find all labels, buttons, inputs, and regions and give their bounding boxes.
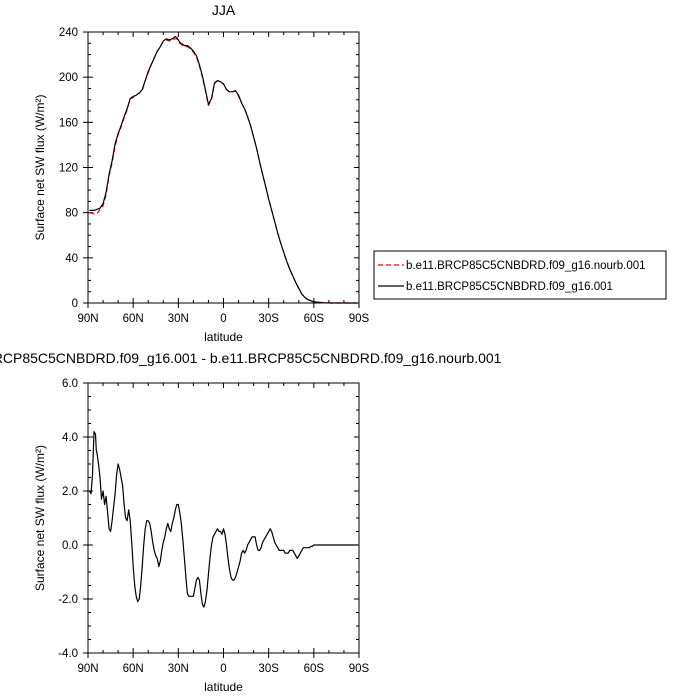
y-tick-label: 200 [59,72,78,84]
y-axis-label: Surface net SW flux (W/m²) [33,445,47,591]
x-tick-label: 90N [77,663,98,675]
y-tick-label: 4.0 [62,432,78,444]
x-tick-label: 30S [258,313,279,325]
x-tick-label: 30N [168,313,189,325]
series-line-2 [89,35,358,304]
chart-1: JJA 0 40 80 120 160 200 240 90N 60N 30N 0 30S 60S 90S l… [33,2,667,344]
x-axis-label: latitude [204,680,243,694]
y-tick-label: 240 [59,27,78,39]
legend: b.e11.BRCP85C5CNBDRD.f09_g16.nourb.001 b.… [373,250,667,300]
chart-title: b.e11.BRCP85C5CNBDRD.f09_g16.001 - b.e11… [0,350,502,366]
legend-label-1: b.e11.BRCP85C5CNBDRD.f09_g16.nourb.001 [406,260,646,272]
series-line-1 [88,431,358,608]
x-tick-label: 90N [77,313,98,325]
x-tick-label: 60S [304,663,325,675]
x-tick-label: 60N [123,313,144,325]
y-tick-label: 6.0 [62,378,78,390]
x-tick-label: 30S [258,663,279,675]
plot-frame [87,382,360,654]
chart-2: b.e11.BRCP85C5CNBDRD.f09_g16.001 - b.e11… [0,350,502,694]
legend-box [373,250,667,300]
x-tick-label: 60S [304,313,325,325]
y-axis-label: Surface net SW flux (W/m²) [33,94,47,240]
x-tick-label: 30N [168,663,189,675]
y-tick-label: 120 [59,163,78,175]
x-tick-label: 0 [220,313,226,325]
x-axis-label: latitude [204,330,243,344]
chart-title: JJA [212,2,236,18]
x-tick-label: 60N [123,663,144,675]
y-tick-label: -2.0 [58,594,78,606]
legend-label-2: b.e11.BRCP85C5CNBDRD.f09_g16.001 [406,281,613,293]
y-tick-label: 0 [72,298,78,310]
y-tick-label: -4.0 [58,648,78,660]
x-tick-label: 90S [349,313,370,325]
x-tick-label: 0 [220,663,226,675]
series-line-1 [89,38,358,304]
plot-frame [87,31,360,304]
y-tick-label: 80 [65,208,78,220]
y-tick-label: 40 [65,253,78,265]
y-tick-label: 160 [59,117,78,129]
y-tick-label: 0.0 [62,540,78,552]
x-tick-label: 90S [349,663,370,675]
y-tick-label: 2.0 [62,486,78,498]
